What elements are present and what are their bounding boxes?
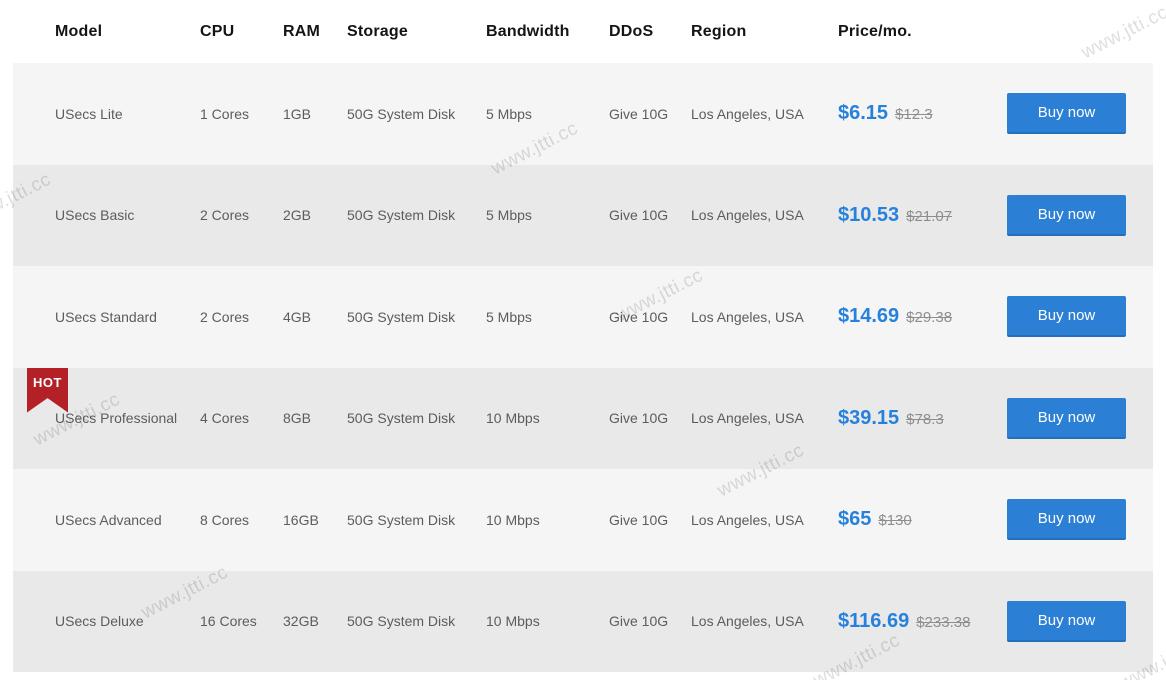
cell-price: $10.53 $21.07 [838, 204, 994, 227]
cell-ram: 1GB [283, 105, 312, 122]
cell-action: Buy now [994, 266, 1153, 368]
current-price: $65 [838, 508, 872, 531]
cell-cpu: 2 Cores [200, 207, 250, 224]
cell-cpu: 1 Cores [200, 105, 250, 122]
cell-bandwidth: 10 Mbps [486, 613, 540, 630]
cell-storage: 50G System Disk [347, 105, 456, 122]
cell-ram: 16GB [283, 511, 319, 528]
table-row: USecs Basic 2 Cores 2GB 50G System Disk … [13, 164, 1153, 267]
cell-region: Los Angeles, USA [691, 308, 804, 325]
header-storage: Storage [347, 22, 408, 40]
cell-cpu: 16 Cores [200, 613, 257, 630]
current-price: $39.15 [838, 406, 900, 429]
table-header: Model CPU RAM Storage Bandwidth DDoS Reg… [13, 0, 1153, 63]
original-price: $21.07 [906, 207, 953, 225]
current-price: $14.69 [838, 305, 900, 328]
cell-price: $65 $130 [838, 508, 994, 531]
cell-action: Buy now [994, 368, 1153, 470]
cell-model: USecs Advanced [55, 511, 162, 528]
cell-ram: 32GB [283, 613, 319, 630]
cell-action: Buy now [994, 571, 1153, 673]
cell-cpu: 2 Cores [200, 308, 250, 325]
cell-region: Los Angeles, USA [691, 511, 804, 528]
cell-cpu: 4 Cores [200, 410, 250, 427]
hot-badge: HOT [27, 367, 68, 413]
header-region: Region [691, 22, 747, 40]
cell-model: USecs Lite [55, 105, 123, 122]
buy-now-button[interactable]: Buy now [1007, 499, 1126, 541]
cell-storage: 50G System Disk [347, 511, 456, 528]
cell-model: USecs Standard [55, 308, 157, 325]
cell-model: USecs Professional [55, 410, 178, 427]
table-row: USecs Advanced 8 Cores 16GB 50G System D… [13, 469, 1153, 571]
current-price: $116.69 [838, 609, 910, 632]
header-bandwidth: Bandwidth [486, 22, 570, 40]
cell-bandwidth: 5 Mbps [486, 105, 532, 122]
cell-storage: 50G System Disk [347, 308, 456, 325]
header-price: Price/mo. [838, 22, 912, 40]
cell-price: $116.69 $233.38 [838, 610, 994, 633]
table-row: USecs Lite 1 Cores 1GB 50G System Disk 5… [13, 63, 1153, 165]
cell-price: $6.15 $12.3 [838, 102, 994, 125]
cell-price: $39.15 $78.3 [838, 407, 994, 430]
cell-bandwidth: 10 Mbps [486, 410, 540, 427]
original-price: $130 [878, 512, 912, 530]
cell-region: Los Angeles, USA [691, 410, 804, 427]
original-price: $29.38 [906, 309, 953, 327]
original-price: $233.38 [916, 613, 971, 631]
cell-ddos: Give 10G [609, 207, 669, 224]
cell-storage: 50G System Disk [347, 410, 456, 427]
header-ddos: DDoS [609, 22, 654, 40]
cell-storage: 50G System Disk [347, 613, 456, 630]
header-model: Model [55, 22, 103, 40]
pricing-table: Model CPU RAM Storage Bandwidth DDoS Reg… [13, 0, 1153, 672]
cell-region: Los Angeles, USA [691, 105, 804, 122]
table-row: HOT USecs Professional 4 Cores 8GB 50G S… [13, 367, 1153, 470]
table-row: USecs Standard 2 Cores 4GB 50G System Di… [13, 266, 1153, 368]
cell-ddos: Give 10G [609, 613, 669, 630]
cell-ddos: Give 10G [609, 105, 669, 122]
cell-ddos: Give 10G [609, 511, 669, 528]
buy-now-button[interactable]: Buy now [1007, 397, 1126, 439]
current-price: $10.53 [838, 203, 900, 226]
cell-region: Los Angeles, USA [691, 207, 804, 224]
buy-now-button[interactable]: Buy now [1007, 93, 1126, 135]
cell-action: Buy now [994, 63, 1153, 165]
cell-bandwidth: 5 Mbps [486, 308, 532, 325]
buy-now-button[interactable]: Buy now [1007, 194, 1126, 236]
cell-storage: 50G System Disk [347, 207, 456, 224]
cell-bandwidth: 10 Mbps [486, 511, 540, 528]
cell-action: Buy now [994, 165, 1153, 267]
cell-ram: 2GB [283, 207, 312, 224]
cell-model: USecs Basic [55, 207, 135, 224]
buy-now-button[interactable]: Buy now [1007, 296, 1126, 338]
original-price: $12.3 [895, 106, 933, 124]
cell-cpu: 8 Cores [200, 511, 250, 528]
header-cpu: CPU [200, 22, 235, 40]
original-price: $78.3 [906, 410, 944, 428]
cell-action: Buy now [994, 469, 1153, 571]
buy-now-button[interactable]: Buy now [1007, 600, 1126, 642]
cell-model: USecs Deluxe [55, 613, 144, 630]
cell-price: $14.69 $29.38 [838, 305, 994, 328]
cell-ram: 4GB [283, 308, 312, 325]
cell-ddos: Give 10G [609, 308, 669, 325]
cell-ddos: Give 10G [609, 410, 669, 427]
cell-bandwidth: 5 Mbps [486, 207, 532, 224]
header-ram: RAM [283, 22, 321, 40]
current-price: $6.15 [838, 102, 889, 125]
table-body: USecs Lite 1 Cores 1GB 50G System Disk 5… [13, 63, 1153, 672]
cell-ram: 8GB [283, 410, 312, 427]
cell-region: Los Angeles, USA [691, 613, 804, 630]
table-row: USecs Deluxe 16 Cores 32GB 50G System Di… [13, 570, 1153, 673]
